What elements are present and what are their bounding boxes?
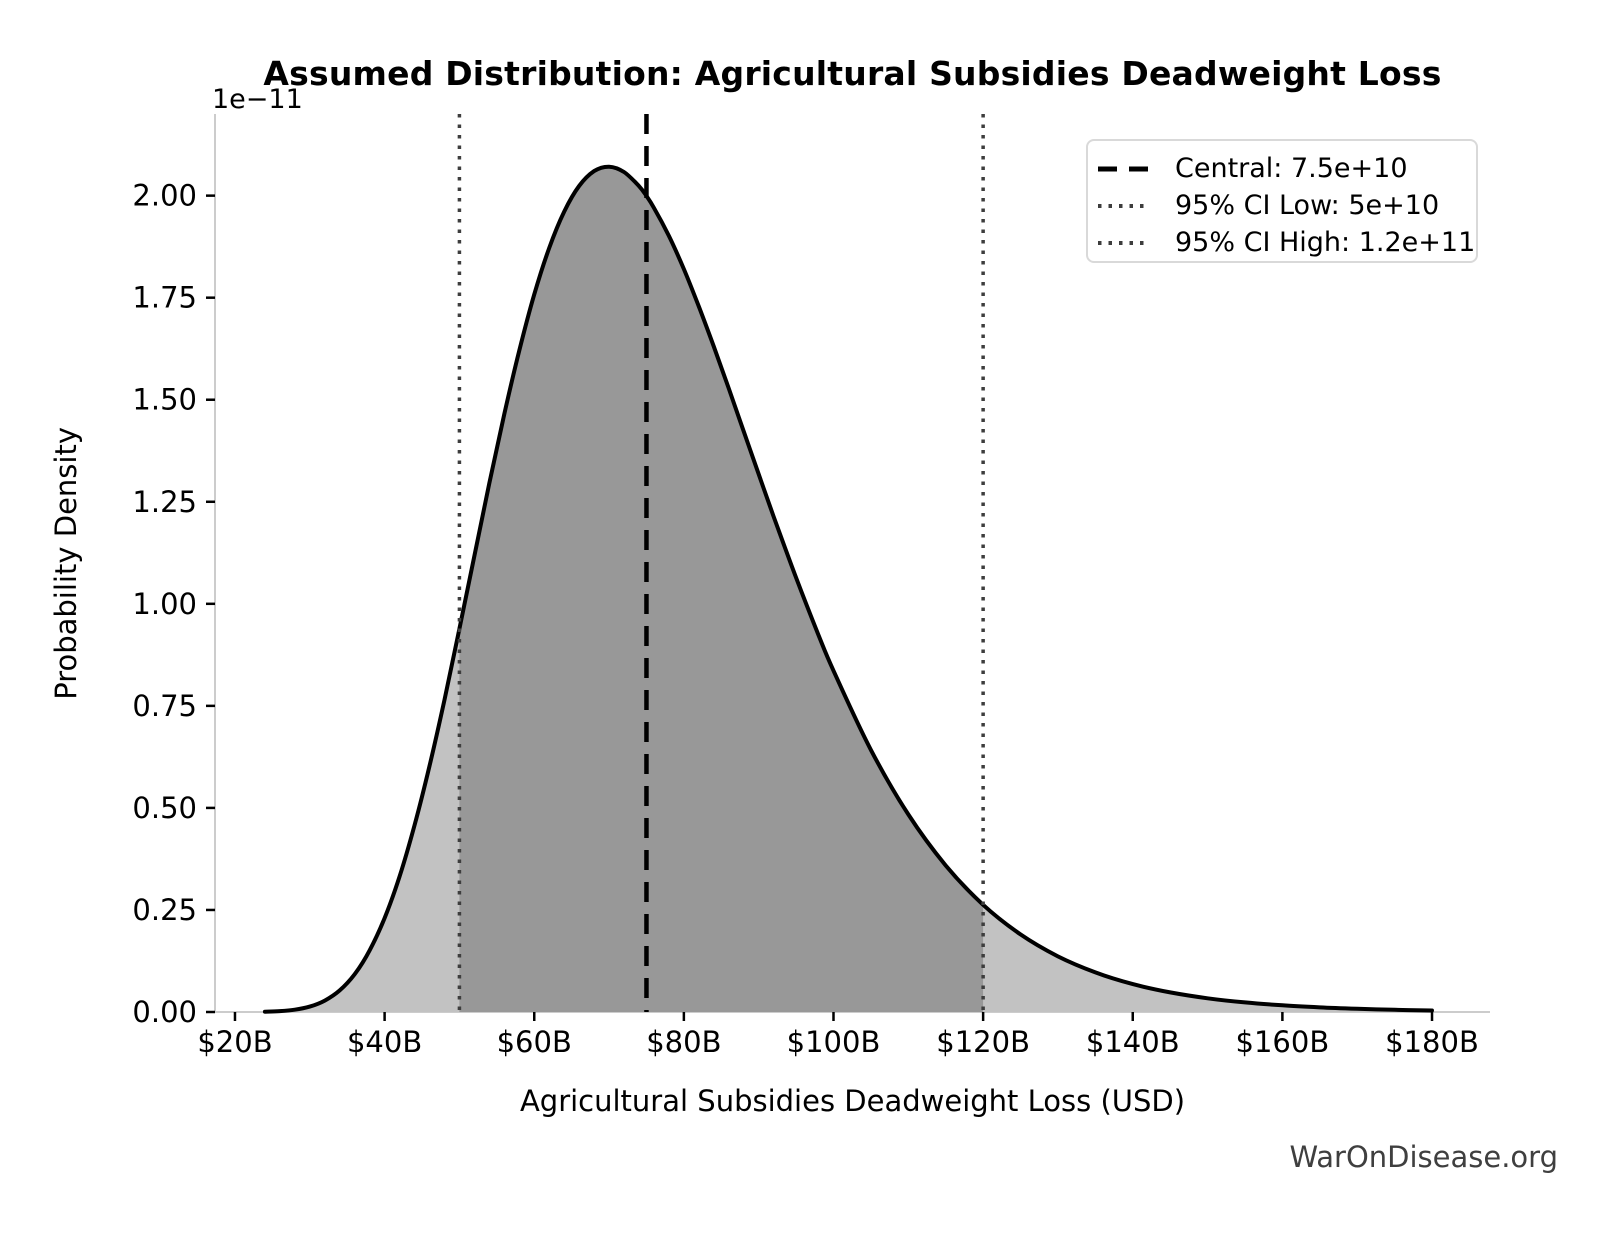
y-axis-label-wrap: Probability Density: [44, 114, 88, 1012]
x-tick-label: $80B: [646, 1025, 721, 1059]
dotted-line-icon: [1098, 240, 1150, 245]
legend-item-ci-low: 95% CI Low: 5e+10: [1098, 188, 1476, 224]
watermark: WarOnDisease.org: [1289, 1140, 1558, 1174]
x-tick-label: $60B: [497, 1025, 572, 1059]
y-tick-label: 0.50: [132, 791, 197, 825]
y-tick-label: 1.50: [132, 383, 197, 417]
legend-item-ci-high: 95% CI High: 1.2e+11: [1098, 225, 1476, 261]
y-tick-label: 0.00: [132, 995, 197, 1029]
y-tick-label: 1.00: [132, 587, 197, 621]
x-tick-label: $20B: [197, 1025, 272, 1059]
x-tick-label: $100B: [787, 1025, 881, 1059]
y-tick-label: 2.00: [132, 179, 197, 213]
x-tick-label: $160B: [1236, 1025, 1330, 1059]
density-curve: [262, 164, 1434, 1014]
x-tick-label: $140B: [1086, 1025, 1180, 1059]
dashed-line-icon: [1098, 166, 1150, 171]
legend-label-central: Central: 7.5e+10: [1175, 153, 1408, 184]
y-tick-label: 0.75: [132, 689, 197, 723]
ci-region-fill: [459, 166, 984, 1013]
legend-item-central: Central: 7.5e+10: [1098, 151, 1476, 187]
legend-label-ci-high: 95% CI High: 1.2e+11: [1175, 227, 1476, 258]
y-tick-label: 1.75: [132, 281, 197, 315]
y-axis-offset-label: 1e−11: [212, 84, 303, 115]
x-tick-label: $180B: [1385, 1025, 1479, 1059]
y-tick-label: 0.25: [132, 893, 197, 927]
dotted-line-icon: [1098, 203, 1150, 208]
x-tick-label: $120B: [936, 1025, 1030, 1059]
chart-title: Assumed Distribution: Agricultural Subsi…: [263, 54, 1442, 93]
y-tick-label: 1.25: [132, 485, 197, 519]
x-tick-label: $40B: [347, 1025, 422, 1059]
x-axis-label: Agricultural Subsidies Deadweight Loss (…: [519, 1084, 1186, 1118]
legend: Central: 7.5e+10 95% CI Low: 5e+10 95% C…: [1086, 139, 1478, 263]
y-axis-label: Probability Density: [49, 426, 83, 700]
legend-label-ci-low: 95% CI Low: 5e+10: [1175, 190, 1440, 221]
